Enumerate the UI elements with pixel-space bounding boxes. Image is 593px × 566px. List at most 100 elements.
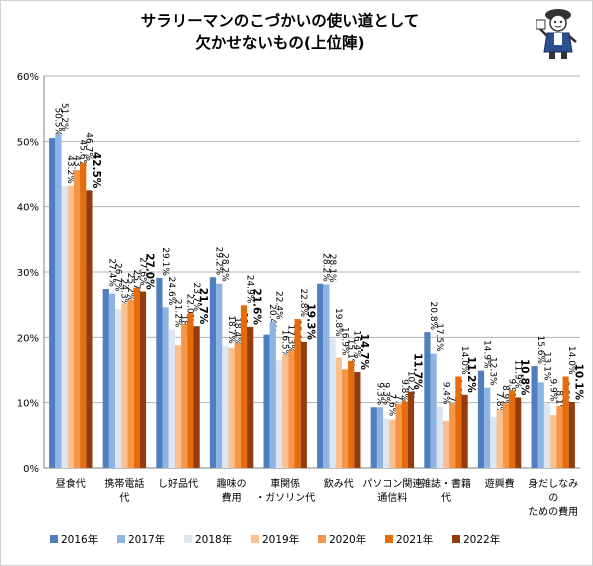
x-tick-label: 遊興費 — [485, 477, 515, 490]
data-label: 11.7% — [412, 353, 424, 390]
legend-swatch — [50, 535, 58, 543]
data-label: 14.0% — [459, 346, 469, 375]
bar — [543, 403, 551, 468]
bar — [515, 397, 522, 468]
bar — [67, 185, 74, 468]
bar — [430, 353, 437, 468]
data-label: 25.7% — [131, 269, 141, 298]
bar — [55, 133, 62, 468]
data-label: 24.9% — [245, 275, 255, 304]
data-label: 16.5% — [280, 330, 290, 359]
x-tick-label: 昼食代 — [56, 477, 86, 490]
data-label: 8.1% — [554, 390, 564, 413]
data-label: 20.4% — [267, 304, 277, 333]
data-label: 9.9% — [548, 378, 558, 401]
data-label: 11.2% — [465, 356, 477, 393]
data-label: 9.4% — [440, 382, 450, 405]
data-label: 51.2% — [59, 103, 69, 132]
chart-title: サラリーマンのこづかいの使い道として 欠かせないもの(上位陣) — [0, 10, 560, 54]
data-label: 45.6% — [78, 139, 88, 168]
bar — [449, 403, 456, 468]
bar — [240, 305, 248, 468]
bar — [108, 293, 116, 468]
bar — [477, 370, 485, 468]
data-label: 21.2% — [172, 299, 182, 328]
legend-swatch — [117, 535, 125, 543]
bar — [228, 347, 235, 468]
data-label: 19.3% — [304, 303, 316, 340]
legend-label: 2022年 — [463, 533, 500, 546]
data-label: 25.2% — [125, 273, 135, 302]
bar — [174, 345, 182, 468]
bar — [216, 283, 223, 468]
data-label: 43.2% — [71, 155, 81, 184]
data-label: 24.6% — [166, 277, 176, 306]
bar — [73, 170, 81, 468]
x-tick-label: 通信料 — [377, 491, 407, 504]
data-label: 10.1% — [572, 364, 584, 401]
bar — [537, 382, 544, 468]
x-tick-label: 車関係 — [270, 477, 300, 490]
data-label: 11.9% — [513, 360, 523, 389]
data-label: 17.5% — [434, 323, 444, 352]
bar — [556, 405, 563, 468]
bar — [139, 291, 147, 468]
bar — [234, 343, 241, 468]
data-label: 22.4% — [273, 291, 283, 320]
data-label: 21.6% — [251, 288, 263, 325]
y-tick-label: 60% — [17, 72, 39, 83]
bar — [49, 138, 56, 469]
bar — [86, 190, 93, 469]
y-tick-label: 50% — [17, 137, 39, 148]
data-label: 18.4% — [232, 317, 242, 346]
data-label: 26.7% — [113, 263, 123, 292]
data-label: 28.2% — [220, 253, 230, 282]
bar — [341, 369, 349, 468]
data-label: 9.3% — [374, 382, 384, 405]
legend-swatch — [385, 535, 393, 543]
x-tick-label: 身だしなみ — [528, 477, 578, 490]
data-label: 17.3% — [286, 324, 296, 353]
bar — [193, 326, 200, 468]
x-tick-label: ための費用 — [528, 505, 578, 518]
data-label: 18.7% — [226, 315, 236, 344]
bar — [407, 391, 415, 468]
legend-label: 2017年 — [128, 533, 165, 546]
x-tick-label: ・ガソリン代 — [255, 492, 315, 504]
data-label: 7.8% — [494, 392, 504, 415]
bar — [168, 329, 175, 468]
mascot-illustration-icon — [536, 9, 577, 59]
chart-title-line-1: サラリーマンのこづかいの使い道として — [140, 12, 420, 30]
bar — [288, 350, 295, 468]
x-tick-label: 趣味の — [217, 477, 247, 490]
data-label: 29.1% — [160, 247, 170, 276]
data-label: 8.9% — [500, 385, 510, 408]
bar — [329, 338, 336, 468]
y-tick-label: 0% — [23, 464, 39, 475]
data-label: 15.6% — [535, 335, 545, 364]
legend-label: 2019年 — [262, 533, 299, 546]
legend-swatch — [318, 535, 326, 543]
bar — [484, 387, 491, 468]
x-tick-label: し好品代 — [158, 478, 198, 490]
legend-swatch — [251, 535, 259, 543]
legend-swatch — [452, 535, 460, 543]
bar — [335, 357, 342, 468]
x-tick-label: パソコン関連 — [362, 477, 422, 490]
bar — [294, 319, 301, 468]
data-label: 24.3% — [119, 279, 129, 308]
data-label: 7.6% — [387, 393, 397, 416]
x-tick-label: 雑誌・書籍 — [421, 477, 471, 490]
bar — [156, 277, 163, 468]
bar — [127, 300, 134, 468]
bar — [376, 407, 384, 468]
legend-label: 2020年 — [329, 533, 366, 546]
bar — [282, 354, 289, 468]
bar — [502, 403, 509, 468]
bar — [395, 403, 402, 468]
bar — [490, 417, 497, 468]
data-label: 22.0% — [185, 294, 195, 323]
bar — [568, 402, 575, 468]
bar — [354, 371, 361, 468]
